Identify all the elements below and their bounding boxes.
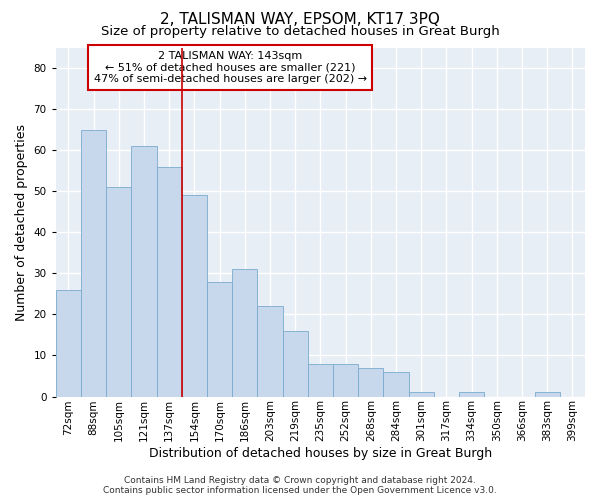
Y-axis label: Number of detached properties: Number of detached properties xyxy=(15,124,28,320)
Text: 2 TALISMAN WAY: 143sqm
← 51% of detached houses are smaller (221)
47% of semi-de: 2 TALISMAN WAY: 143sqm ← 51% of detached… xyxy=(94,51,367,84)
Bar xyxy=(308,364,333,396)
Bar xyxy=(157,166,182,396)
X-axis label: Distribution of detached houses by size in Great Burgh: Distribution of detached houses by size … xyxy=(149,447,492,460)
Bar xyxy=(283,331,308,396)
Bar xyxy=(81,130,106,396)
Text: 2, TALISMAN WAY, EPSOM, KT17 3PQ: 2, TALISMAN WAY, EPSOM, KT17 3PQ xyxy=(160,12,440,28)
Bar xyxy=(459,392,484,396)
Bar xyxy=(106,187,131,396)
Bar xyxy=(409,392,434,396)
Bar xyxy=(207,282,232,397)
Bar xyxy=(535,392,560,396)
Bar xyxy=(333,364,358,396)
Bar xyxy=(56,290,81,397)
Bar xyxy=(182,196,207,396)
Bar xyxy=(383,372,409,396)
Bar xyxy=(358,368,383,396)
Text: Size of property relative to detached houses in Great Burgh: Size of property relative to detached ho… xyxy=(101,25,499,38)
Bar xyxy=(257,306,283,396)
Bar xyxy=(232,269,257,396)
Bar xyxy=(131,146,157,397)
Text: Contains HM Land Registry data © Crown copyright and database right 2024.
Contai: Contains HM Land Registry data © Crown c… xyxy=(103,476,497,495)
